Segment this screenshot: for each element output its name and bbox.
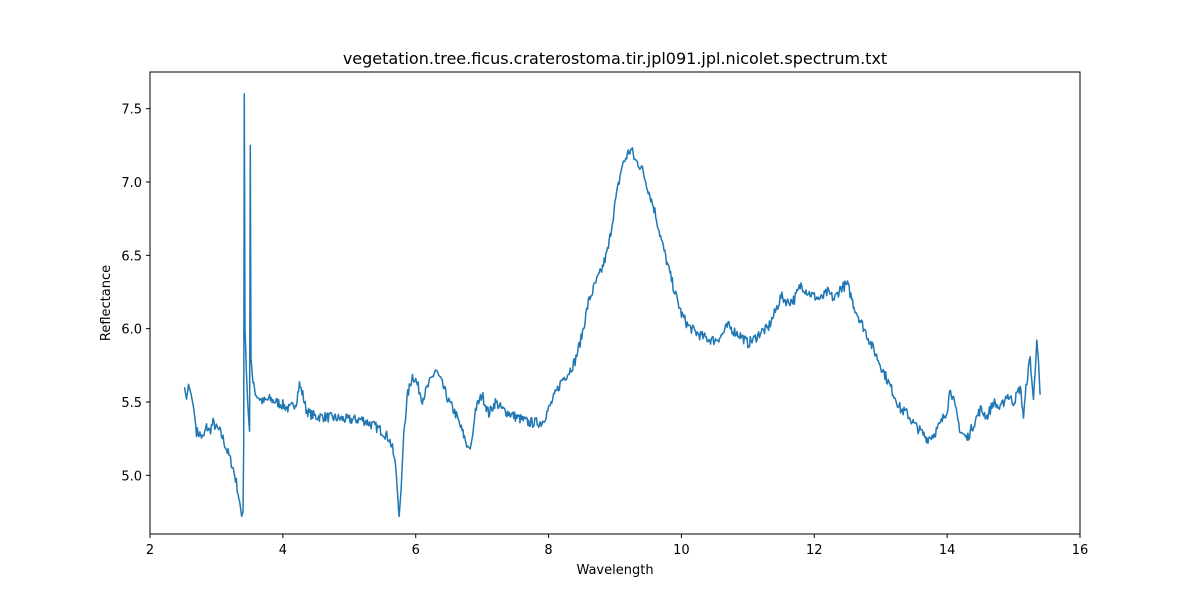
y-tick-label: 5.0 [121, 469, 142, 484]
x-tick-label: 14 [939, 543, 956, 558]
x-tick-label: 16 [1072, 543, 1089, 558]
y-axis-label: Reflectance [99, 265, 114, 341]
x-tick-label: 2 [146, 543, 154, 558]
y-tick-label: 6.0 [121, 323, 142, 338]
x-axis-label: Wavelength [576, 563, 653, 578]
plot-area: 2 4 6 8 10 12 14 16 5.0 5.5 6.0 6.5 7.0 7.5 [121, 71, 1088, 558]
y-tick-label: 7.0 [121, 176, 142, 191]
x-tick-label: 6 [412, 543, 420, 558]
plot-frame [149, 71, 1081, 535]
x-tick-label: 12 [806, 543, 823, 558]
x-tick-label: 8 [544, 543, 552, 558]
y-tick-label: 7.5 [121, 103, 142, 118]
spectrum-line [183, 93, 1041, 518]
chart-title: vegetation.tree.ficus.craterostoma.tir.j… [343, 49, 887, 68]
y-tick-label: 5.5 [121, 396, 142, 411]
y-tick-label: 6.5 [121, 249, 142, 264]
y-axis: 5.0 5.5 6.0 6.5 7.0 7.5 [121, 103, 150, 484]
x-tick-label: 10 [673, 543, 690, 558]
x-tick-label: 4 [279, 543, 287, 558]
x-axis: 2 4 6 8 10 12 14 16 [146, 534, 1088, 558]
